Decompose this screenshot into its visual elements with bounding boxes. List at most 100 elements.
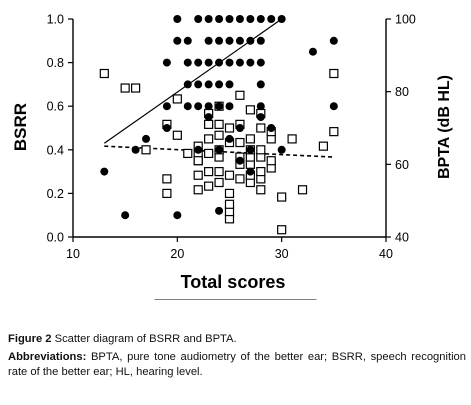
bsrr-point [256, 80, 265, 89]
bpta-point [235, 137, 245, 148]
bpta-point [172, 94, 182, 104]
bsrr-point [173, 15, 182, 23]
x-tick-label: 10 [66, 247, 80, 261]
plot-area [99, 15, 339, 235]
bsrr-point [204, 36, 213, 45]
bsrr-point [194, 58, 203, 67]
figure-caption: Figure 2 Scatter diagram of BSRR and BPT… [8, 332, 466, 383]
bpta-point [224, 188, 235, 198]
caption-abbrev-text: BPTA, pure tone audiometry of the better… [8, 351, 467, 378]
bpta-point [204, 167, 214, 177]
bpta-point [99, 68, 109, 79]
bsrr-point [162, 124, 171, 132]
bpta-point [183, 148, 193, 159]
caption-title: Figure 2 Scatter diagram of BSRR and BPT… [8, 332, 466, 347]
bsrr-point [225, 134, 234, 143]
bpta-point [172, 130, 182, 140]
bpta-point [214, 177, 224, 188]
bsrr-point [121, 211, 130, 220]
bpta-point [287, 134, 297, 144]
bsrr-point [235, 124, 244, 132]
bsrr-point [215, 58, 224, 67]
bsrr-point [225, 102, 234, 111]
bsrr-point [162, 102, 171, 111]
bsrr-point [256, 113, 265, 122]
y-tick-label: 0.8 [47, 56, 64, 70]
bsrr-point [246, 167, 255, 176]
caption-figure-text: Scatter diagram of BSRR and BPTA. [54, 333, 237, 345]
bsrr-point [225, 58, 234, 67]
y2-tick-label: 60 [395, 158, 409, 172]
bsrr-point [183, 58, 192, 67]
bsrr-point [194, 80, 203, 89]
bsrr-point [100, 167, 109, 176]
bsrr-point [225, 80, 234, 89]
bsrr-point [267, 124, 276, 132]
bsrr-point [277, 15, 286, 23]
bsrr-point [225, 36, 234, 45]
caption-abbreviations: Abbreviations: BPTA, pure tone audiometr… [8, 350, 466, 380]
x-tick-label: 40 [379, 247, 393, 261]
bpta-point [256, 123, 266, 133]
bpta-point [214, 119, 224, 129]
bpta-point [131, 83, 141, 93]
bsrr-point [246, 36, 255, 45]
bsrr-point [204, 80, 213, 89]
bsrr-point [329, 102, 338, 111]
y2-axis-title: BPTA (dB HL) [436, 75, 453, 179]
bsrr-point [194, 102, 203, 111]
y-tick-label: 0.6 [47, 100, 64, 114]
bsrr-point [235, 58, 244, 67]
bsrr-point [215, 102, 224, 111]
bsrr-point [308, 47, 317, 56]
bsrr-point [256, 58, 265, 67]
bsrr-point [256, 15, 265, 23]
bpta-point [224, 199, 235, 209]
y-tick-label: 1.0 [47, 13, 64, 27]
bsrr-fit-line [103, 18, 283, 144]
bsrr-point [246, 145, 255, 154]
bsrr-point [215, 145, 224, 154]
bpta-point [277, 225, 287, 235]
bsrr-point [267, 15, 276, 23]
bsrr-point [183, 36, 192, 45]
bpta-point [266, 156, 276, 166]
bsrr-point [277, 145, 286, 154]
bsrr-point [194, 145, 203, 154]
bpta-point [193, 170, 203, 180]
x-axis-title: Total scores [181, 272, 286, 292]
bpta-point [204, 119, 214, 129]
bsrr-point [183, 80, 192, 89]
bsrr-point [256, 102, 265, 111]
bsrr-point [246, 15, 255, 23]
bsrr-point [204, 58, 213, 67]
bpta-point [120, 83, 130, 93]
bsrr-point [235, 36, 244, 45]
bpta-point [245, 105, 255, 115]
bpta-point [204, 134, 214, 144]
y-axis-title: BSRR [11, 103, 30, 151]
bsrr-point [215, 206, 224, 215]
bpta-point [318, 141, 328, 151]
y2-tick-label: 40 [395, 231, 409, 245]
bsrr-point [235, 15, 244, 23]
bpta-point [256, 167, 266, 177]
bpta-point [193, 156, 203, 166]
caption-abbrev-label: Abbreviations: [8, 351, 87, 363]
bsrr-point [215, 36, 224, 45]
bsrr-point [204, 102, 213, 111]
bsrr-point [194, 15, 203, 23]
y2-tick-label: 80 [395, 85, 409, 99]
bpta-point [162, 188, 172, 198]
bpta-point [235, 90, 245, 100]
bsrr-point [162, 58, 171, 67]
bsrr-point [215, 15, 224, 23]
scatter-chart: 10 20 30 40 0.0 0.2 0.4 0.6 0.8 1.0 40 60 80 100 Tota… [11, 13, 453, 300]
bpta-point [141, 145, 151, 155]
bsrr-point [256, 36, 265, 45]
x-tick-label: 30 [275, 247, 289, 261]
bpta-point [329, 127, 339, 137]
bpta-point [204, 148, 214, 159]
bsrr-point [173, 36, 182, 45]
bsrr-point [183, 102, 192, 111]
